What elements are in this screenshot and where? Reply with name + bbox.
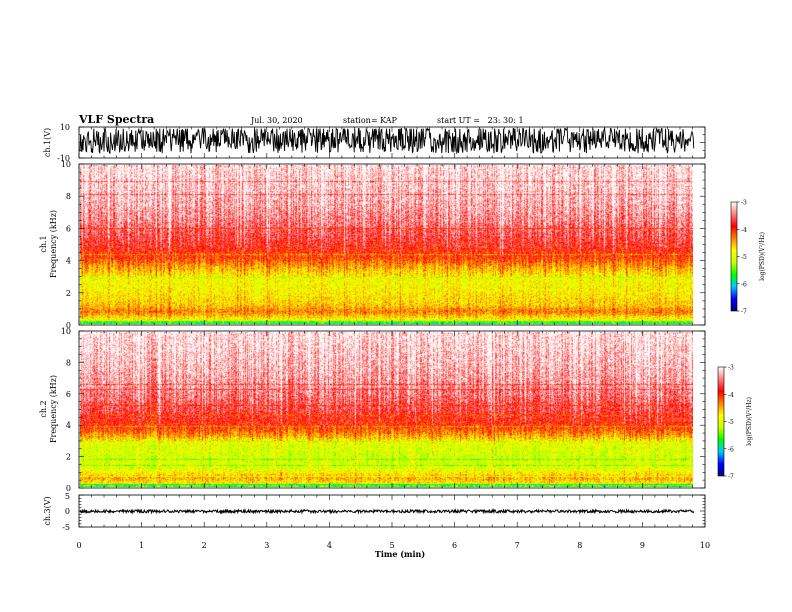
ch1-spectrogram-ticks (78, 163, 706, 326)
frequency-tick-label: 8 (66, 192, 71, 201)
time-tick-label: 0 (76, 541, 81, 550)
ch2-colorbar-label: log(PSD)(V²/Hz) (746, 397, 753, 446)
ch1-frequency-tick-labels: 0 2 4 6 8 10 (61, 160, 71, 330)
ch1-waveform-panel: 10 -10 ch.1(V) (43, 123, 706, 163)
ch2-spectrogram-ylabel-frequency: Frequency (kHz) (49, 375, 58, 443)
spectrogram-raster (80, 165, 693, 324)
frequency-tick-label: 10 (61, 327, 71, 336)
ch1-spectrogram-panel: 0 2 4 6 8 10 ch.1 Frequency (kHz) (39, 160, 706, 330)
time-axis-label: Time (min) (375, 549, 425, 559)
colorbar-tick-label: -3 (741, 200, 747, 207)
ch1-ytick-bottom: -10 (57, 154, 70, 163)
time-tick-label: 4 (327, 541, 332, 550)
colorbar-tick-label: -5 (741, 254, 747, 261)
ch2-colorbar-ticks: -3 -4 -5 -6 -7 (724, 365, 734, 481)
frequency-tick-label: 2 (66, 289, 71, 298)
frequency-tick-label: 0 (66, 484, 71, 493)
frequency-tick-label: 6 (66, 224, 71, 233)
ch2-spectrogram-ticks (78, 330, 706, 489)
colorbar-tick-label: -7 (741, 309, 747, 316)
time-tick-label: 5 (389, 541, 394, 550)
time-tick-label: 9 (640, 541, 645, 550)
colorbar-tick-label: -7 (728, 474, 734, 481)
time-tick-label: 3 (264, 541, 269, 550)
ch1-colorbar-gradient (730, 201, 738, 312)
colorbar-tick-label: -5 (728, 419, 734, 426)
ch3-ytick-bottom: -5 (62, 523, 70, 532)
ch3-waveform-ticks (78, 494, 706, 528)
frequency-tick-label: 4 (66, 421, 71, 430)
ch1-spectrogram-ylabel-channel: ch.1 (39, 235, 48, 252)
ch3-waveform-trace (79, 507, 695, 515)
ch2-spectrogram-ylabel-channel: ch.2 (39, 400, 48, 417)
colorbar-tick-label: -4 (741, 227, 747, 234)
time-tick-label: 7 (515, 541, 520, 550)
start-ut-label: start UT = 23: 30: 1 (437, 116, 524, 125)
figure-title: VLF Spectra (78, 113, 154, 126)
colorbar-tick-label: -6 (741, 281, 747, 288)
ch2-colorbar-gradient (717, 366, 725, 477)
frequency-tick-label: 2 (66, 453, 71, 462)
frequency-tick-label: 6 (66, 390, 71, 399)
ch1-waveform-trace (79, 126, 695, 155)
colorbar-tick-label: -4 (728, 392, 734, 399)
ch1-ytick-top: 10 (60, 123, 70, 132)
time-tick-label: 10 (700, 541, 710, 550)
time-tick-label: 6 (452, 541, 457, 550)
ch1-spectrogram-ylabel-frequency: Frequency (kHz) (49, 210, 58, 278)
frequency-tick-label: 4 (66, 257, 71, 266)
station-label: station= KAP (343, 116, 398, 125)
ch2-spectrogram-panel: 0 2 4 6 8 10 ch.2 Frequency (kHz) (39, 327, 706, 493)
time-tick-label: 8 (577, 541, 582, 550)
ch3-ytick-top: 5 (65, 492, 70, 501)
ch1-waveform-ylabel: ch.1(V) (43, 128, 52, 157)
ch1-colorbar-label: log(PSD)(V²/Hz) (759, 232, 766, 281)
ch2-spectrogram-image (80, 332, 693, 487)
time-tick-label: 1 (139, 541, 144, 550)
ch1-spectrogram-image (80, 165, 693, 324)
frequency-tick-label: 0 (66, 321, 71, 330)
ch3-waveform-ylabel: ch.3(V) (43, 496, 52, 525)
ch2-frequency-tick-labels: 0 2 4 6 8 10 (61, 327, 71, 493)
time-tick-label: 2 (202, 541, 207, 550)
ch1-waveform-ticks (78, 126, 706, 159)
time-tick-labels: 0 1 2 3 4 5 6 7 8 9 10 (76, 541, 710, 550)
date-label: Jul. 30, 2020 (250, 116, 303, 125)
ch1-colorbar-ticks: -3 -4 -5 -6 -7 (737, 200, 747, 316)
ch1-colorbar: -3 -4 -5 -6 -7 log(PSD)(V²/Hz) (730, 200, 766, 316)
ch3-waveform-panel: 5 0 -5 ch.3(V) 0 1 2 3 4 5 6 7 8 9 10 Time (min) (43, 492, 710, 559)
spectrogram-raster (80, 332, 693, 487)
frequency-tick-label: 10 (61, 160, 71, 169)
colorbar-tick-label: -6 (728, 446, 734, 453)
colorbar-tick-label: -3 (728, 365, 734, 372)
ch3-ytick-middle: 0 (65, 507, 70, 516)
frequency-tick-label: 8 (66, 358, 71, 367)
ch2-colorbar: -3 -4 -5 -6 -7 log(PSD)(V²/Hz) (717, 365, 753, 481)
